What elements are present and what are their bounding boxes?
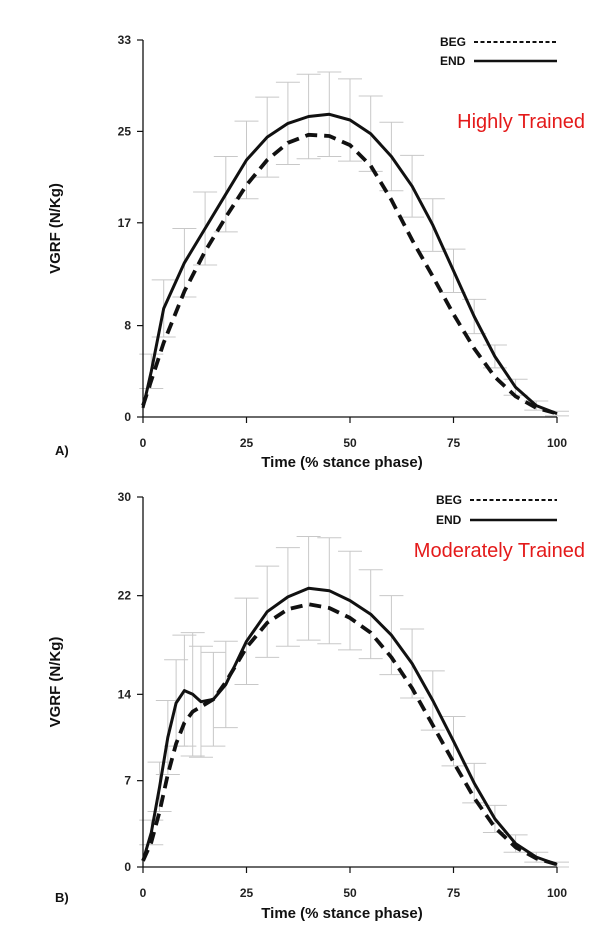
x-tick-label: 50 <box>343 436 357 450</box>
chart-title: Highly Trained <box>457 111 585 133</box>
y-tick-label: 17 <box>118 216 132 230</box>
y-tick-label: 7 <box>124 774 131 788</box>
legend-label-end: END <box>440 54 466 68</box>
y-tick-label: 30 <box>118 490 132 504</box>
y-tick-label: 8 <box>124 319 131 333</box>
y-tick-label: 0 <box>124 860 131 874</box>
x-tick-label: 100 <box>547 886 567 900</box>
y-tick-label: 0 <box>124 410 131 424</box>
series-line-end <box>141 112 558 415</box>
x-tick-label: 0 <box>140 886 147 900</box>
legend-label-end: END <box>436 513 462 527</box>
x-tick-label: 100 <box>547 436 567 450</box>
panel-label: A) <box>55 443 69 458</box>
series-line-beg <box>141 602 558 867</box>
x-tick-label: 0 <box>140 436 147 450</box>
series-line-end <box>141 586 558 866</box>
x-tick-label: 25 <box>240 436 254 450</box>
y-tick-label: 25 <box>118 124 132 138</box>
chart-title: Moderately Trained <box>414 540 585 562</box>
y-tick-label: 22 <box>118 589 132 603</box>
y-tick-label: 14 <box>118 687 132 701</box>
panel-label: B) <box>55 890 69 905</box>
x-tick-label: 75 <box>447 436 461 450</box>
x-tick-label: 75 <box>447 886 461 900</box>
x-axis-label: Time (% stance phase) <box>261 905 422 922</box>
x-axis-label: Time (% stance phase) <box>261 454 422 471</box>
chart-panel-a: 0 8 17 25 33 0 25 50 75 100 BEG END Highly Trained Ti… <box>47 33 585 471</box>
legend-label-beg: BEG <box>436 493 462 507</box>
x-tick-label: 50 <box>343 886 357 900</box>
chart-panel-b: 0 7 14 22 30 0 25 50 75 100 BEG END Moderately Train… <box>47 490 585 922</box>
y-tick-label: 33 <box>118 33 132 47</box>
legend-label-beg: BEG <box>440 35 466 49</box>
series-line-beg <box>141 132 558 416</box>
legend: BEG END <box>440 35 557 68</box>
x-tick-label: 25 <box>240 886 254 900</box>
y-axis-label: VGRF (N/Kg) <box>47 637 64 728</box>
legend: BEG END <box>436 493 557 527</box>
y-axis-label: VGRF (N/Kg) <box>47 183 64 274</box>
